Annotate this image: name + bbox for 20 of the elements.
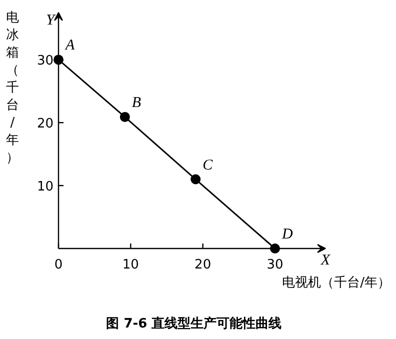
y-tick-label: 20 [36,116,54,132]
annotation: A [64,38,76,54]
text: X [320,252,331,268]
point [270,244,280,254]
x-tick-label: 20 [194,258,212,272]
text: Y [46,12,56,28]
text: 图 7-6 直线型生产可能性曲线 [106,316,282,332]
text: 电冰箱（千台/年） [6,10,19,166]
x-tick-label: 30 [266,258,284,272]
point [54,54,64,65]
point [190,174,201,184]
y-tick-label: 30 [36,54,54,69]
x-axis-title: 电视机（千台/年） [282,276,391,290]
annotation: C [202,157,214,174]
x-tick-label: 0 [54,258,63,272]
y-tick-label: 10 [36,180,54,195]
annotation: D [280,226,293,242]
annotation: B [132,94,142,111]
point [120,112,130,122]
x-tick-label: 10 [122,258,139,272]
